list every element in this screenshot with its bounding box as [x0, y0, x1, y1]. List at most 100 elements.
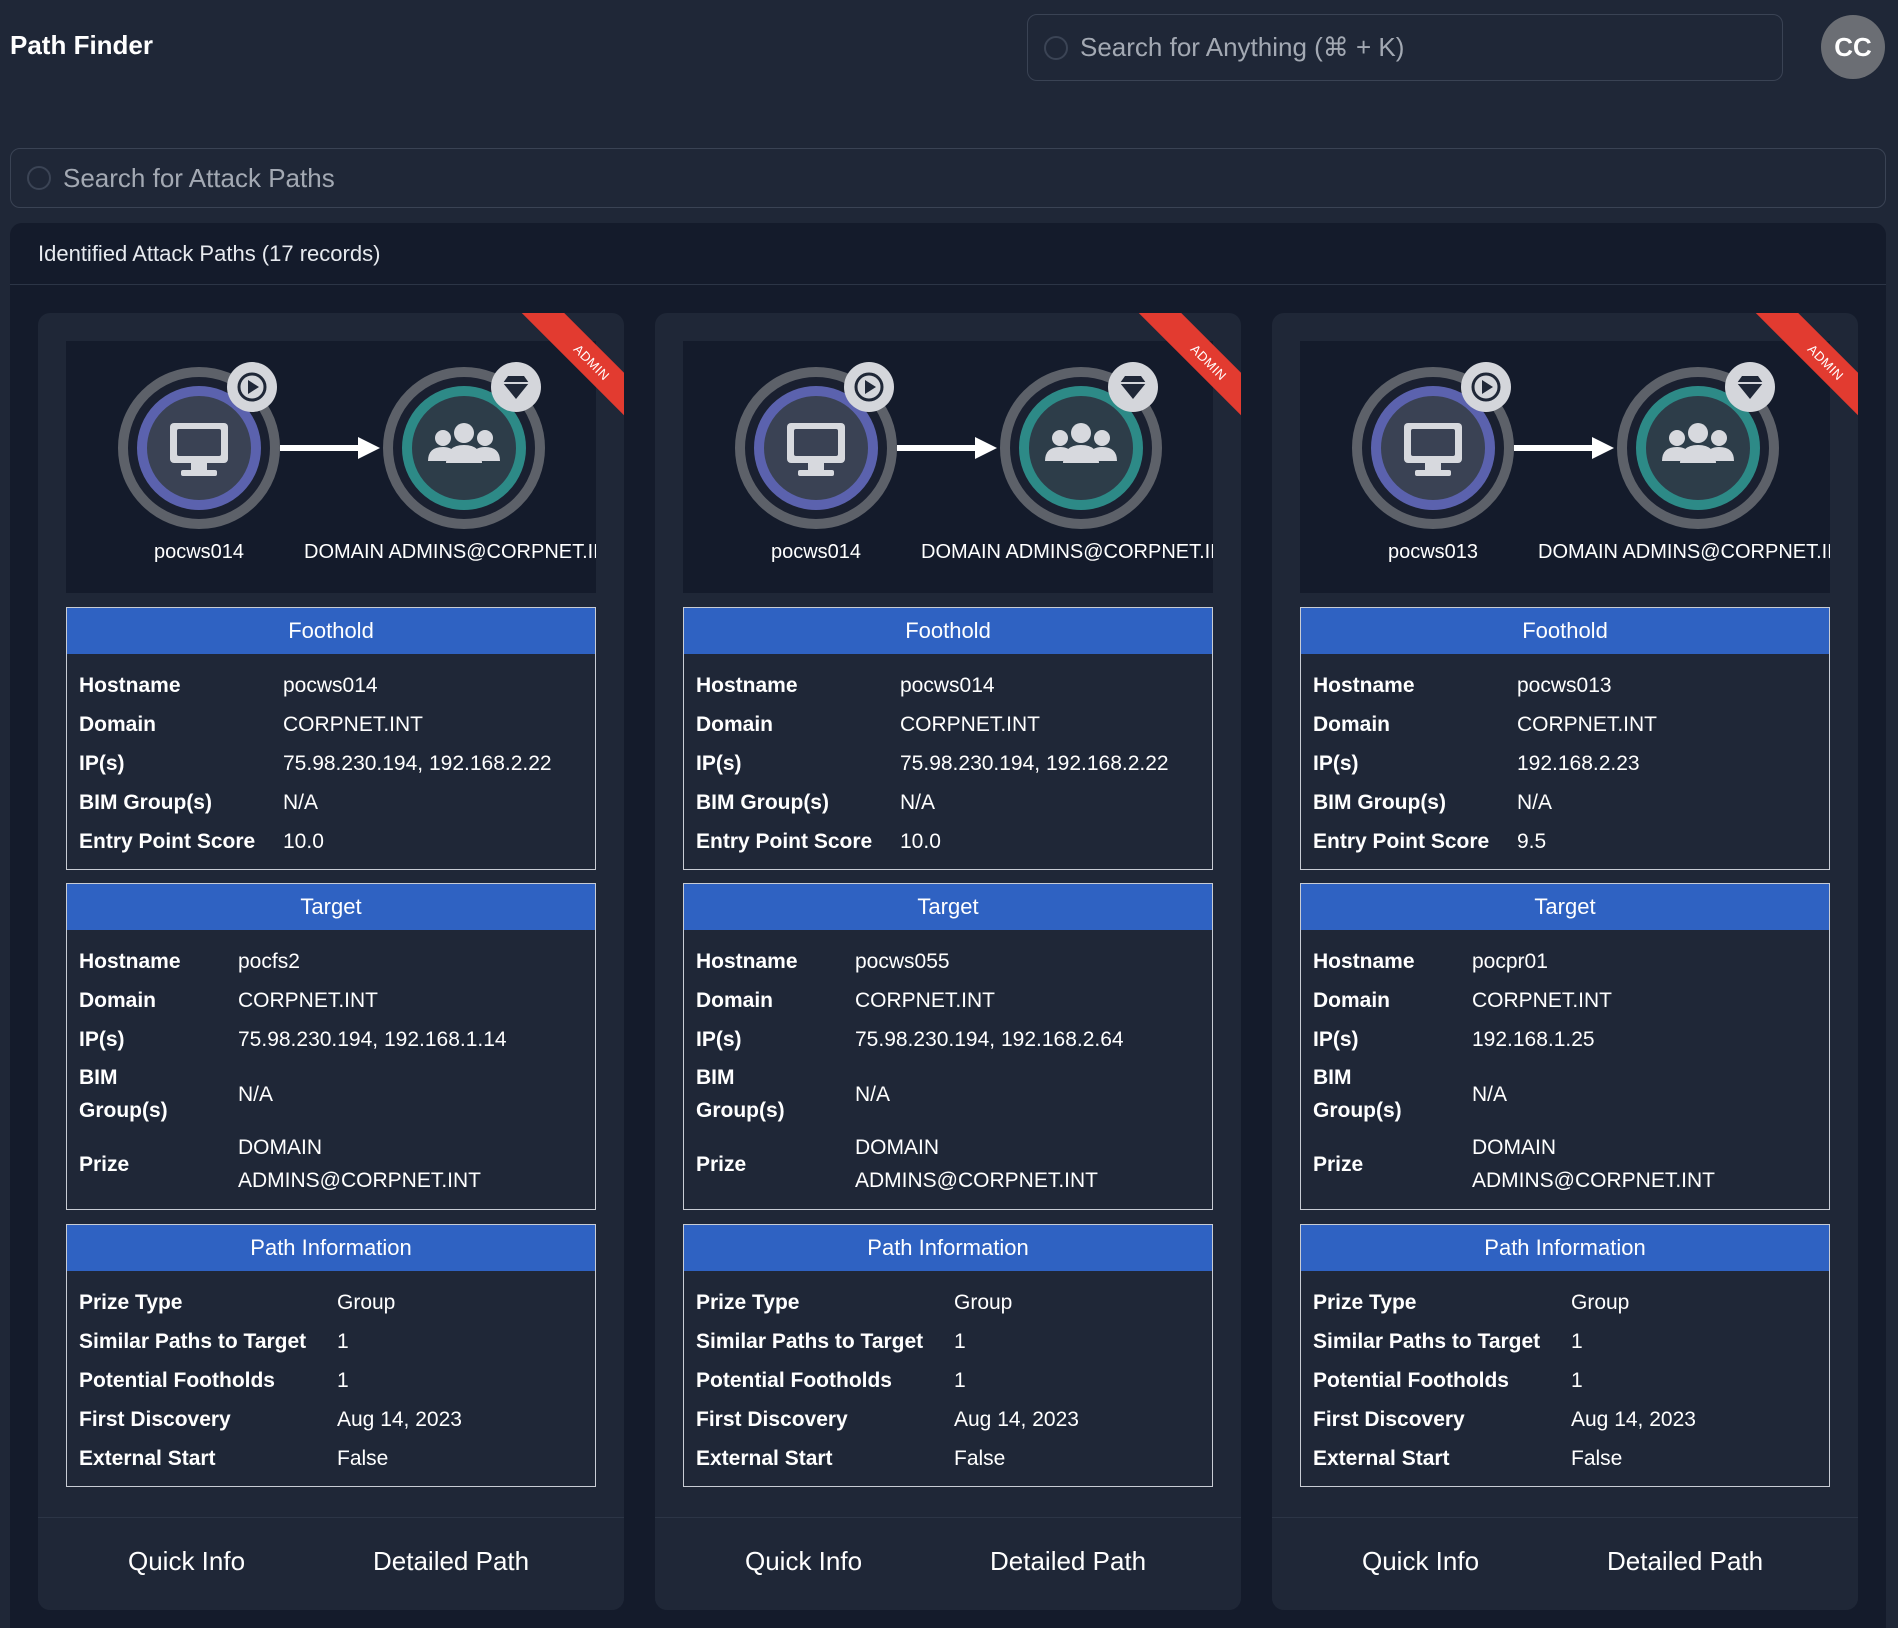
prize-type-row: Prize Type Group: [696, 1283, 1200, 1322]
target-node-label: DOMAIN ADMINS@CORPNET.INT: [304, 541, 596, 563]
path-info-header: Path Information: [1301, 1225, 1829, 1271]
target-hostname-row: Hostname pocpr01: [1313, 942, 1817, 981]
field-label: Prize Type: [1313, 1290, 1417, 1314]
similar-paths-row: Similar Paths to Target 1: [1313, 1322, 1817, 1361]
first-discovery-row: First Discovery Aug 14, 2023: [696, 1400, 1200, 1439]
foothold-hostname: pocws013: [1517, 673, 1612, 697]
field-label: Similar Paths to Target: [79, 1329, 307, 1353]
target-ips-row: IP(s) 75.98.230.194, 192.168.1.14: [79, 1020, 583, 1059]
source-node[interactable]: [118, 367, 280, 529]
path-graph: pocws013 DOMAIN ADMINS@CORPNET.INT: [1300, 341, 1830, 593]
foothold-ips-row: IP(s) 75.98.230.194, 192.168.2.22: [696, 744, 1200, 783]
admin-ribbon-label: ADMIN: [510, 313, 624, 433]
similar-paths: 1: [954, 1329, 966, 1353]
foothold-hostname-row: Hostname pocws014: [696, 666, 1200, 705]
first-discovery: Aug 14, 2023: [1571, 1407, 1696, 1431]
foothold-ips-row: IP(s) 192.168.2.23: [1313, 744, 1817, 783]
target-prize-row: Prize DOMAIN ADMINS@CORPNET.INT: [696, 1129, 1200, 1199]
detailed-path-button[interactable]: Detailed Path: [1607, 1546, 1764, 1576]
play-badge[interactable]: [227, 362, 277, 412]
foothold-bim-row: BIM Group(s) N/A: [1313, 783, 1817, 822]
potential-footholds: 1: [337, 1368, 349, 1392]
foothold-score-row: Entry Point Score 9.5: [1313, 822, 1817, 861]
attack-path-card-3: pocws013 DOMAIN ADMINS@CORPNET.INT ADMIN…: [1272, 313, 1858, 1610]
field-label: Domain: [79, 988, 157, 1012]
similar-paths-row: Similar Paths to Target 1: [79, 1322, 583, 1361]
target-domain-row: Domain CORPNET.INT: [1313, 981, 1817, 1020]
target-header: Target: [684, 884, 1212, 930]
path-graph: pocws014 DOMAIN ADMINS@CORPNET.INT: [683, 341, 1213, 593]
source-node[interactable]: [735, 367, 897, 529]
path-graph-svg: [118, 362, 545, 529]
admin-ribbon: ADMIN: [1121, 313, 1241, 433]
target-node[interactable]: [383, 367, 545, 529]
admin-ribbon-label: ADMIN: [1127, 313, 1241, 433]
field-label: Hostname: [696, 673, 798, 697]
computer-icon: [1404, 423, 1462, 476]
target-prize: DOMAIN ADMINS@CORPNET.INT: [855, 1136, 1098, 1192]
field-label: BIM Group(s): [1313, 790, 1446, 814]
target-node[interactable]: [1617, 367, 1779, 529]
target-node[interactable]: [1000, 367, 1162, 529]
source-node[interactable]: [1352, 367, 1514, 529]
attack-path-search-input[interactable]: [63, 162, 1885, 194]
computer-icon: [170, 423, 228, 476]
target-ips-row: IP(s) 192.168.1.25: [1313, 1020, 1817, 1059]
play-badge[interactable]: [1461, 362, 1511, 412]
field-label: Prize: [1313, 1152, 1364, 1176]
field-label: Potential Footholds: [696, 1368, 892, 1392]
quick-info-button[interactable]: Quick Info: [128, 1546, 246, 1576]
target-prize-row: Prize DOMAIN ADMINS@CORPNET.INT: [1313, 1129, 1817, 1199]
foothold-header: Foothold: [1301, 608, 1829, 654]
diamond-icon: [503, 376, 529, 399]
card-footer: Quick Info Detailed Path: [655, 1517, 1241, 1610]
first-discovery-row: First Discovery Aug 14, 2023: [1313, 1400, 1817, 1439]
global-search[interactable]: [1027, 14, 1783, 81]
foothold-ips: 75.98.230.194, 192.168.2.22: [283, 751, 552, 775]
foothold-domain-row: Domain CORPNET.INT: [1313, 705, 1817, 744]
avatar[interactable]: CC: [1821, 15, 1885, 79]
field-label: Potential Footholds: [1313, 1368, 1509, 1392]
attack-path-card-1: pocws014 DOMAIN ADMINS@CORPNET.INT ADMIN…: [38, 313, 624, 1610]
quick-info-button[interactable]: Quick Info: [1362, 1546, 1480, 1576]
field-label: Hostname: [1313, 673, 1415, 697]
quick-info-button[interactable]: Quick Info: [745, 1546, 863, 1576]
target-hostname: pocpr01: [1472, 949, 1548, 973]
target-section: Target Hostname pocpr01 Domain CORPNET.I…: [1300, 883, 1830, 1210]
foothold-domain: CORPNET.INT: [1517, 712, 1658, 736]
diamond-badge[interactable]: [1108, 362, 1158, 412]
diamond-badge[interactable]: [1725, 362, 1775, 412]
target-bim: N/A: [238, 1082, 274, 1106]
field-label: IP(s): [79, 751, 125, 775]
foothold-domain: CORPNET.INT: [283, 712, 424, 736]
diamond-icon: [1120, 376, 1146, 399]
foothold-hostname: pocws014: [283, 673, 378, 697]
foothold-bim: N/A: [900, 790, 936, 814]
target-ips: 75.98.230.194, 192.168.2.64: [855, 1027, 1124, 1051]
field-label: External Start: [696, 1446, 833, 1470]
field-label: BIM Group(s): [79, 1066, 168, 1122]
external-start: False: [954, 1446, 1006, 1470]
foothold-hostname: pocws014: [900, 673, 995, 697]
external-start: False: [1571, 1446, 1623, 1470]
foothold-header: Foothold: [684, 608, 1212, 654]
detailed-path-button[interactable]: Detailed Path: [990, 1546, 1147, 1576]
target-hostname: pocfs2: [238, 949, 300, 973]
target-prize: DOMAIN ADMINS@CORPNET.INT: [238, 1136, 481, 1192]
prize-type: Group: [954, 1290, 1013, 1314]
play-badge[interactable]: [844, 362, 894, 412]
field-label: First Discovery: [79, 1407, 231, 1431]
detailed-path-button[interactable]: Detailed Path: [373, 1546, 530, 1576]
diamond-badge[interactable]: [491, 362, 541, 412]
attack-path-search[interactable]: [10, 148, 1886, 208]
target-node-label: DOMAIN ADMINS@CORPNET.INT: [1538, 541, 1830, 563]
target-domain: CORPNET.INT: [855, 988, 996, 1012]
first-discovery: Aug 14, 2023: [337, 1407, 462, 1431]
target-header: Target: [1301, 884, 1829, 930]
page-title: Path Finder: [10, 30, 154, 60]
field-label: Potential Footholds: [79, 1368, 275, 1392]
entry-point-score: 10.0: [283, 829, 324, 853]
group-icon: [1045, 423, 1117, 463]
global-search-input[interactable]: [1080, 32, 1782, 63]
